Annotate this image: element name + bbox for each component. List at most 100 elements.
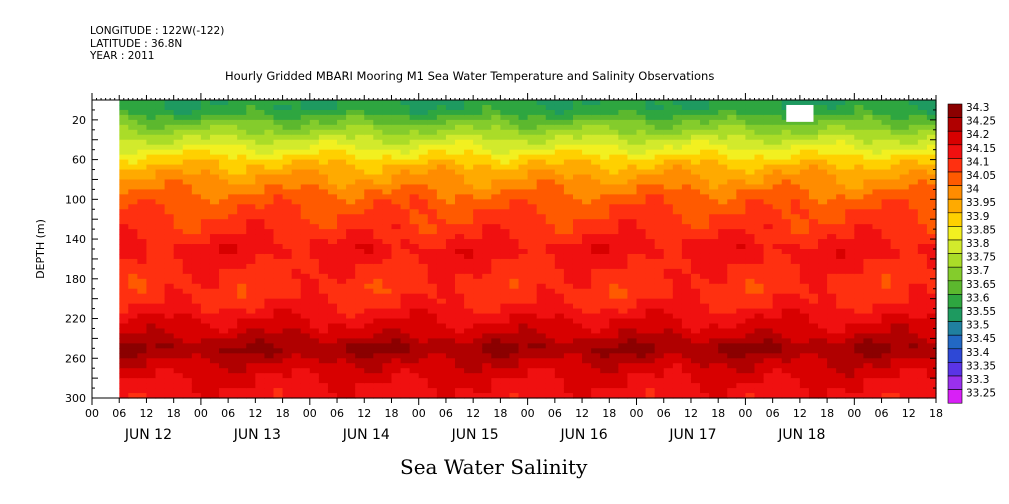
heatmap-cell bbox=[209, 268, 220, 275]
heatmap-cell bbox=[346, 388, 356, 394]
heatmap-cell bbox=[427, 224, 438, 230]
heatmap-cell bbox=[327, 373, 338, 379]
heatmap-cell bbox=[373, 263, 384, 270]
heatmap-cell bbox=[554, 363, 565, 369]
heatmap-cell bbox=[672, 323, 683, 330]
heatmap-cell bbox=[445, 253, 456, 260]
heatmap-cell bbox=[146, 149, 157, 156]
heatmap-cell bbox=[663, 139, 674, 146]
heatmap-cell bbox=[400, 100, 411, 106]
heatmap-cell bbox=[827, 343, 837, 349]
heatmap-cell bbox=[473, 124, 483, 131]
heatmap-cell bbox=[836, 303, 846, 310]
heatmap-cell bbox=[772, 104, 783, 111]
heatmap-cell bbox=[799, 338, 810, 344]
heatmap-cell bbox=[681, 134, 692, 141]
heatmap-cell bbox=[273, 219, 284, 225]
heatmap-cell bbox=[391, 388, 402, 394]
heatmap-cell bbox=[282, 204, 293, 210]
heatmap-cell bbox=[255, 278, 266, 285]
heatmap-cell bbox=[273, 169, 284, 176]
heatmap-cell bbox=[654, 308, 665, 315]
heatmap-cell bbox=[763, 318, 774, 325]
heatmap-cell bbox=[482, 333, 492, 339]
heatmap-cell bbox=[718, 378, 728, 384]
heatmap-cell bbox=[346, 303, 356, 310]
heatmap-cell bbox=[119, 204, 129, 210]
heatmap-cell bbox=[173, 114, 184, 121]
heatmap-cell bbox=[346, 348, 356, 354]
heatmap-cell bbox=[509, 229, 520, 235]
heatmap-cell bbox=[473, 139, 483, 146]
heatmap-cell bbox=[582, 179, 592, 186]
heatmap-cell bbox=[500, 333, 511, 339]
heatmap-cell bbox=[654, 333, 665, 339]
heatmap-cell bbox=[464, 343, 474, 349]
heatmap-cell bbox=[282, 184, 293, 190]
heatmap-cell bbox=[790, 373, 801, 379]
heatmap-cell bbox=[482, 244, 492, 250]
heatmap-cell bbox=[391, 298, 402, 305]
heatmap-cell bbox=[690, 164, 701, 171]
heatmap-cell bbox=[355, 348, 365, 354]
heatmap-cell bbox=[663, 318, 674, 325]
heatmap-cell bbox=[209, 378, 220, 384]
heatmap-cell bbox=[373, 104, 384, 111]
heatmap-cell bbox=[200, 298, 211, 305]
heatmap-cell bbox=[246, 343, 256, 349]
heatmap-cell bbox=[318, 119, 329, 126]
heatmap-cell bbox=[291, 169, 302, 176]
heatmap-cell bbox=[318, 169, 329, 176]
heatmap-cell bbox=[346, 174, 356, 181]
heatmap-cell bbox=[491, 293, 501, 300]
heatmap-cell bbox=[790, 244, 801, 250]
heatmap-cell bbox=[572, 278, 583, 285]
heatmap-cell bbox=[264, 189, 275, 195]
heatmap-cell bbox=[491, 278, 501, 285]
heatmap-cell bbox=[291, 308, 302, 315]
heatmap-cell bbox=[582, 383, 592, 389]
heatmap-cell bbox=[754, 169, 765, 176]
heatmap-cell bbox=[563, 229, 574, 235]
heatmap-cell bbox=[736, 363, 747, 369]
heatmap-cell bbox=[391, 358, 402, 364]
heatmap-cell bbox=[219, 124, 229, 131]
heatmap-cell bbox=[327, 119, 338, 126]
heatmap-cell bbox=[827, 239, 837, 245]
heatmap-cell bbox=[600, 249, 610, 255]
heatmap-cell bbox=[346, 383, 356, 389]
heatmap-cell bbox=[663, 313, 674, 320]
heatmap-cell bbox=[327, 234, 338, 240]
heatmap-cell bbox=[827, 348, 837, 354]
heatmap-cell bbox=[436, 179, 447, 186]
heatmap-cell bbox=[754, 303, 765, 310]
heatmap-cell bbox=[818, 174, 828, 181]
heatmap-cell bbox=[464, 278, 474, 285]
heatmap-cell bbox=[209, 119, 220, 126]
heatmap-cell bbox=[264, 278, 275, 285]
heatmap-cell bbox=[781, 253, 792, 260]
heatmap-cell bbox=[863, 353, 874, 359]
heatmap-cell bbox=[618, 139, 629, 146]
heatmap-cell bbox=[464, 323, 474, 330]
heatmap-cell bbox=[772, 308, 783, 315]
heatmap-cell bbox=[700, 318, 710, 325]
heatmap-cell bbox=[473, 234, 483, 240]
heatmap-cell bbox=[763, 358, 774, 364]
heatmap-cell bbox=[854, 338, 864, 344]
heatmap-cell bbox=[754, 109, 765, 116]
heatmap-cell bbox=[636, 318, 647, 325]
heatmap-cell bbox=[464, 100, 474, 106]
heatmap-cell bbox=[427, 179, 438, 186]
heatmap-cell bbox=[427, 338, 438, 344]
heatmap-cell bbox=[808, 378, 819, 384]
heatmap-cell bbox=[663, 263, 674, 270]
heatmap-cell bbox=[282, 323, 293, 330]
heatmap-cell bbox=[863, 129, 874, 136]
heatmap-cell bbox=[209, 189, 220, 195]
heatmap-cell bbox=[455, 244, 465, 250]
heatmap-cell bbox=[282, 283, 293, 290]
heatmap-cell bbox=[827, 104, 837, 111]
heatmap-cell bbox=[627, 278, 638, 285]
heatmap-cell bbox=[627, 204, 638, 210]
